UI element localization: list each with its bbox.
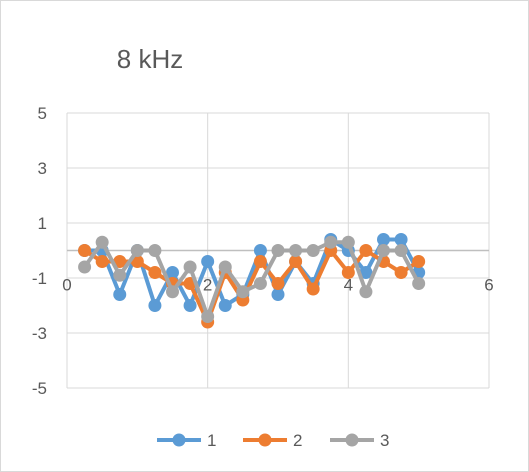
data-point [394, 244, 408, 257]
data-point [201, 255, 215, 268]
data-point [236, 285, 250, 299]
tick-labels: 5 3 1 -1 -3 -5 0 2 4 6 [32, 104, 494, 398]
data-point [253, 277, 267, 290]
y-tick-label: 5 [38, 104, 47, 123]
data-point [166, 285, 179, 299]
data-point [377, 244, 390, 257]
data-point [166, 266, 179, 279]
data-point [271, 288, 285, 301]
y-tick-label: 1 [38, 214, 47, 233]
legend-label: 3 [380, 431, 389, 450]
x-tick-label: 0 [62, 276, 71, 295]
chart-title: 8 kHz [117, 44, 183, 74]
legend-marker [172, 433, 186, 447]
legend-marker [258, 433, 272, 447]
data-point [394, 266, 408, 279]
data-point [148, 299, 162, 312]
data-point [113, 288, 127, 301]
data-point [78, 260, 92, 274]
data-point [271, 277, 285, 290]
data-point [377, 233, 390, 246]
x-tick-label: 6 [484, 276, 493, 295]
legend-entry: 3 [330, 431, 389, 450]
data-point [183, 299, 197, 312]
legend-entry: 1 [157, 431, 216, 450]
data-point [148, 244, 162, 257]
legend-entry: 2 [243, 431, 302, 450]
legend: 1 2 3 [157, 431, 389, 450]
data-point [253, 244, 267, 257]
data-point [394, 233, 408, 246]
y-tick-label: 3 [38, 159, 47, 178]
data-point [218, 260, 232, 274]
data-point [341, 266, 355, 279]
data-point [148, 266, 162, 279]
series-3 [78, 235, 426, 323]
y-tick-label: -5 [32, 379, 47, 398]
data-point [113, 255, 127, 268]
data-point [324, 235, 338, 249]
data-point [271, 244, 285, 257]
data-point [130, 244, 144, 257]
data-point [306, 282, 320, 296]
data-point [306, 244, 320, 257]
data-point [289, 255, 303, 268]
data-point [412, 255, 426, 268]
data-point [183, 260, 197, 274]
y-tick-label: -1 [32, 269, 47, 288]
data-point [78, 244, 92, 257]
data-point [341, 235, 355, 249]
data-point [359, 244, 373, 257]
data-point [113, 268, 127, 282]
data-point [201, 310, 215, 323]
series-layer [78, 233, 426, 329]
data-point [253, 255, 267, 268]
legend-label: 2 [293, 431, 302, 450]
data-point [359, 266, 373, 279]
data-point [412, 277, 426, 290]
x-tick-label: 4 [344, 276, 353, 295]
y-tick-label: -3 [32, 324, 47, 343]
data-point [359, 285, 373, 299]
data-point [95, 235, 109, 249]
data-point [289, 244, 303, 257]
data-point [218, 299, 232, 312]
legend-marker [345, 433, 359, 447]
legend-label: 1 [207, 431, 216, 450]
data-point [95, 255, 109, 268]
x-tick-label: 2 [203, 276, 212, 295]
